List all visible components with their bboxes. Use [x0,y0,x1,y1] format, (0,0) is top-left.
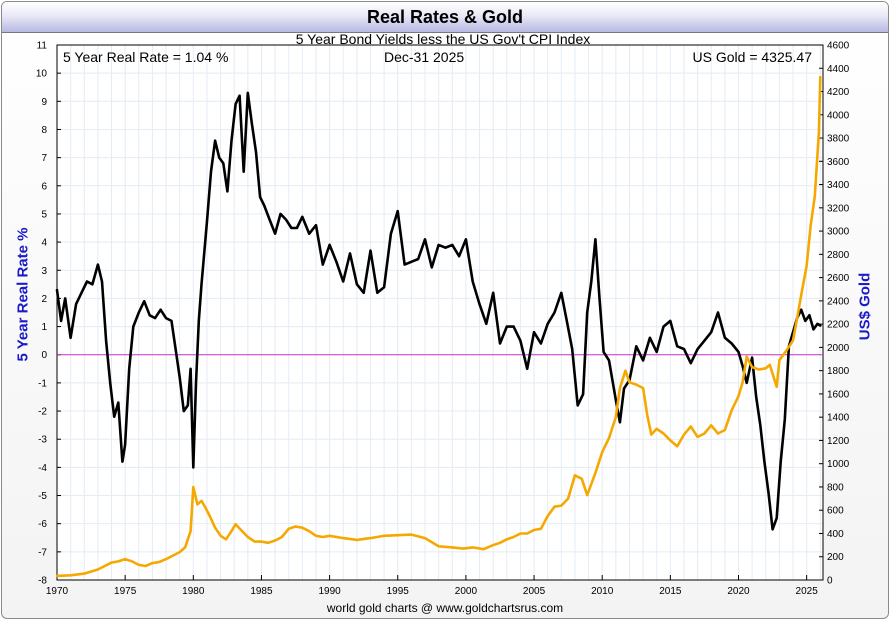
right-tick-label: 4200 [827,87,850,98]
right-tick-label: 2000 [827,343,850,354]
left-tick-label: 7 [41,153,47,164]
right-tick-label: 3000 [827,227,850,238]
left-tick-label: -1 [38,378,47,389]
left-tick-label: 6 [41,181,47,192]
footer-credit: world gold charts @ www.goldchartsrus.co… [326,601,564,615]
x-tick-label: 2000 [455,586,478,597]
right-tick-label: 800 [827,482,844,493]
x-tick-label: 1995 [387,586,410,597]
right-tick-label: 1200 [827,436,850,447]
right-tick-label: 1400 [827,413,850,424]
right-tick-label: 3800 [827,134,850,145]
x-tick-label: 2025 [796,586,819,597]
date-annotation: Dec-31 2025 [384,49,465,65]
left-axis-title: 5 Year Real Rate % [14,227,32,362]
right-tick-label: 2600 [827,273,850,284]
left-tick-label: -5 [38,491,47,502]
title-bar: Real Rates & Gold [2,2,888,33]
right-tick-label: 600 [827,506,844,517]
left-tick-label: 1 [41,322,47,333]
x-tick-label: 1975 [114,586,137,597]
right-tick-label: 1800 [827,366,850,377]
right-tick-label: 2800 [827,250,850,261]
left-tick-label: -2 [38,407,47,418]
right-tick-label: 3600 [827,157,850,168]
right-tick-label: 3400 [827,180,850,191]
right-tick-label: 2400 [827,296,850,307]
chart-subtitle: 5 Year Bond Yields less the US Gov't CPI… [295,31,591,47]
right-tick-label: 1600 [827,389,850,400]
x-tick-label: 1990 [318,586,341,597]
gold-price-annotation: US Gold = 4325.47 [692,49,812,65]
left-tick-label: 5 [41,209,47,220]
left-tick-label: -7 [38,547,47,558]
chart-title: Real Rates & Gold [366,7,524,27]
plot-background [57,45,823,580]
left-tick-label: -8 [38,576,47,587]
right-tick-label: 400 [827,529,844,540]
right-tick-label: 4000 [827,110,850,121]
left-tick-label: -6 [38,519,47,530]
x-tick-label: 1985 [250,586,273,597]
right-tick-label: 1000 [827,459,850,470]
right-axis-title: US$ Gold [856,272,874,341]
real-rate-line [55,91,822,531]
left-tick-label: 8 [41,125,47,136]
left-tick-label: 0 [41,350,47,361]
left-tick-label: 2 [41,294,47,305]
real-rate-annotation: 5 Year Real Rate = 1.04 % [63,49,229,65]
right-tick-label: 4600 [827,41,850,52]
x-tick-label: 2010 [591,586,614,597]
left-tick-label: 11 [37,41,48,52]
right-tick-label: 4400 [827,64,850,75]
left-tick-label: -3 [38,435,47,446]
left-tick-label: 10 [36,69,48,80]
x-tick-label: 2005 [523,586,546,597]
right-tick-label: 3200 [827,203,850,214]
left-tick-label: 4 [41,238,47,249]
x-tick-label: 2015 [659,586,682,597]
right-tick-label: 0 [827,576,833,587]
x-tick-label: 1980 [182,586,205,597]
gold-price-line [55,75,822,578]
x-tick-label: 2020 [727,586,750,597]
left-tick-label: -4 [38,463,47,474]
plot-border [56,44,824,581]
x-tick-label: 1970 [46,586,69,597]
right-tick-label: 2200 [827,320,850,331]
right-tick-label: 200 [827,552,844,563]
left-tick-label: 3 [41,266,47,277]
left-tick-label: 9 [41,97,47,108]
